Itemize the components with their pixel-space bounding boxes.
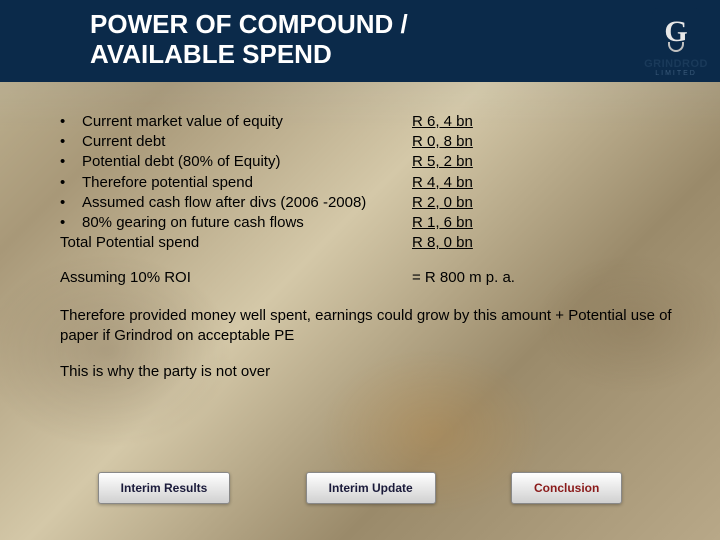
bullet-icon: • bbox=[60, 152, 82, 172]
roi-label: Assuming 10% ROI bbox=[60, 268, 412, 288]
item-value: R 5, 2 bn bbox=[412, 152, 502, 172]
list-item: • 80% gearing on future cash flows R 1, … bbox=[60, 213, 680, 233]
item-label: Current debt bbox=[82, 132, 412, 152]
item-label: 80% gearing on future cash flows bbox=[82, 213, 412, 233]
bullet-list: • Current market value of equity R 6, 4 … bbox=[60, 112, 680, 254]
conclusion-button[interactable]: Conclusion bbox=[511, 472, 622, 504]
bullet-icon: • bbox=[60, 173, 82, 193]
interim-results-button[interactable]: Interim Results bbox=[98, 472, 231, 504]
item-value: R 0, 8 bn bbox=[412, 132, 502, 152]
title-line-2: AVAILABLE SPEND bbox=[90, 40, 700, 70]
item-value: R 6, 4 bn bbox=[412, 112, 502, 132]
roi-row: Assuming 10% ROI = R 800 m p. a. bbox=[60, 268, 680, 288]
item-label: Assumed cash flow after divs (2006 -2008… bbox=[82, 193, 412, 213]
item-value: R 4, 4 bn bbox=[412, 173, 502, 193]
bullet-icon: • bbox=[60, 213, 82, 233]
logo-company-name: GRINDROD bbox=[644, 58, 708, 70]
interim-update-button[interactable]: Interim Update bbox=[306, 472, 436, 504]
bullet-icon: • bbox=[60, 112, 82, 132]
list-item: • Potential debt (80% of Equity) R 5, 2 … bbox=[60, 152, 680, 172]
logo-badge: G bbox=[652, 8, 700, 56]
item-label: Potential debt (80% of Equity) bbox=[82, 152, 412, 172]
item-label: Therefore potential spend bbox=[82, 173, 412, 193]
total-label: Total Potential spend bbox=[60, 233, 412, 253]
title-line-1: POWER OF COMPOUND / bbox=[90, 10, 700, 40]
roi-value: = R 800 m p. a. bbox=[412, 268, 515, 288]
item-value: R 1, 6 bn bbox=[412, 213, 502, 233]
company-logo: G GRINDROD LIMITED bbox=[644, 8, 708, 77]
slide-title: POWER OF COMPOUND / AVAILABLE SPEND bbox=[0, 0, 720, 82]
bullet-icon: • bbox=[60, 193, 82, 213]
paragraph-2: This is why the party is not over bbox=[60, 362, 680, 382]
paragraph-1: Therefore provided money well spent, ear… bbox=[60, 306, 680, 347]
total-row: Total Potential spend R 8, 0 bn bbox=[60, 233, 680, 253]
list-item: • Assumed cash flow after divs (2006 -20… bbox=[60, 193, 680, 213]
item-value: R 2, 0 bn bbox=[412, 193, 502, 213]
list-item: • Current debt R 0, 8 bn bbox=[60, 132, 680, 152]
slide-body: • Current market value of equity R 6, 4 … bbox=[0, 82, 720, 409]
anchor-icon bbox=[668, 42, 684, 52]
total-value: R 8, 0 bn bbox=[412, 233, 502, 253]
nav-buttons: Interim Results Interim Update Conclusio… bbox=[0, 472, 720, 504]
list-item: • Current market value of equity R 6, 4 … bbox=[60, 112, 680, 132]
bullet-icon: • bbox=[60, 132, 82, 152]
logo-company-sub: LIMITED bbox=[644, 70, 708, 77]
item-label: Current market value of equity bbox=[82, 112, 412, 132]
list-item: • Therefore potential spend R 4, 4 bn bbox=[60, 173, 680, 193]
